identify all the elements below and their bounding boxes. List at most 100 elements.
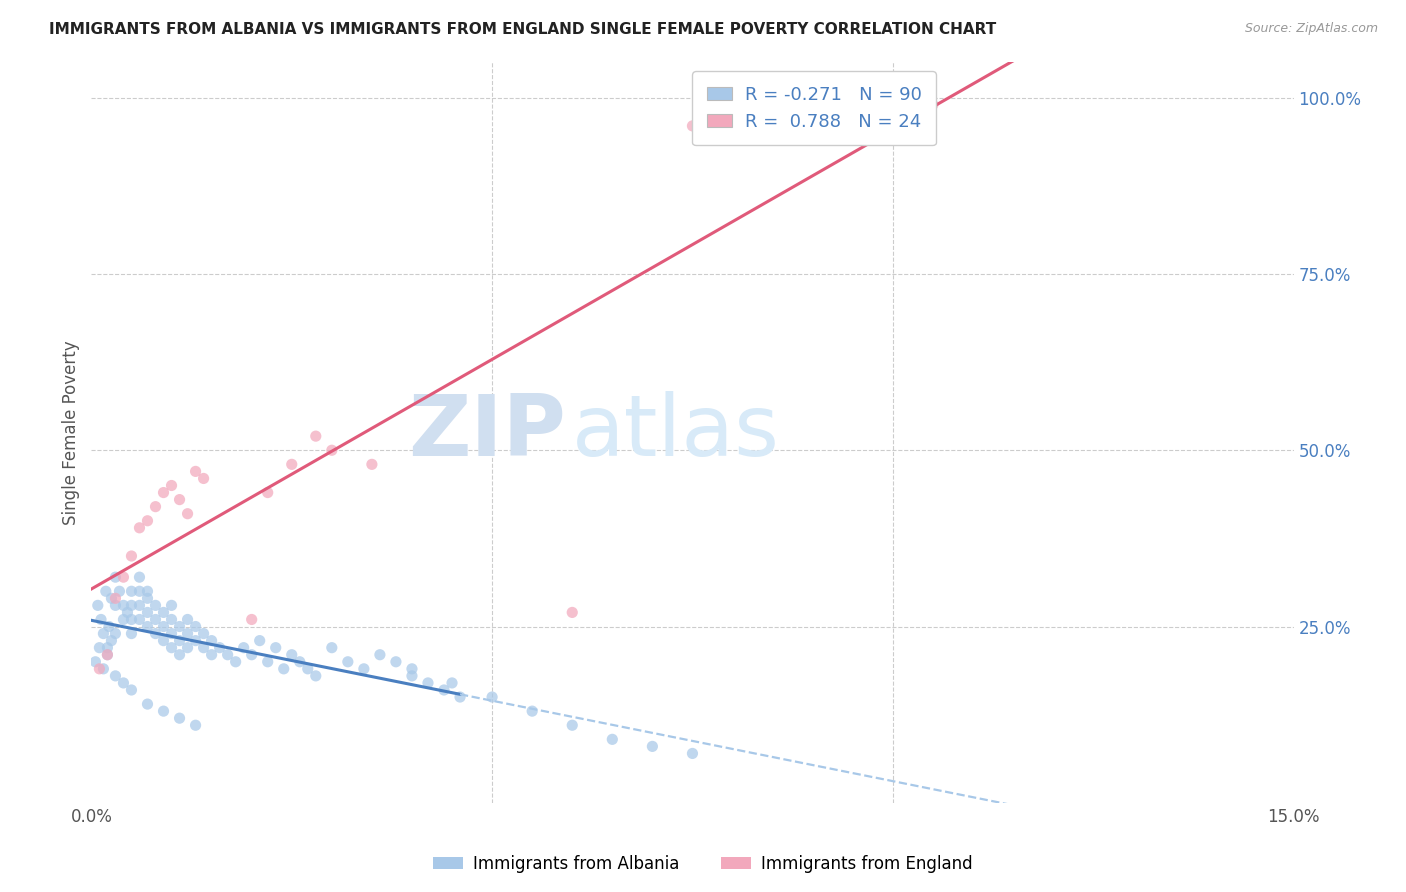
Point — [90, 612, 112, 626]
Point — [89, 640, 111, 655]
Point — [256, 655, 278, 669]
Point — [193, 471, 215, 485]
Point — [602, 732, 624, 747]
Point — [433, 683, 456, 698]
Point — [128, 584, 150, 599]
Point — [100, 633, 122, 648]
Point — [112, 570, 135, 584]
Point — [93, 626, 115, 640]
Point — [762, 97, 785, 112]
Point — [96, 648, 118, 662]
Point — [112, 599, 135, 613]
Point — [240, 648, 263, 662]
Point — [128, 612, 150, 626]
Point — [152, 619, 174, 633]
Point — [561, 718, 583, 732]
Point — [152, 485, 174, 500]
Point — [136, 697, 159, 711]
Point — [184, 633, 207, 648]
Point — [522, 704, 544, 718]
Point — [288, 655, 311, 669]
Point — [256, 485, 278, 500]
Point — [117, 606, 139, 620]
Point — [681, 119, 703, 133]
Point — [368, 648, 391, 662]
Text: Source: ZipAtlas.com: Source: ZipAtlas.com — [1244, 22, 1378, 36]
Point — [217, 648, 239, 662]
Point — [193, 626, 215, 640]
Point — [121, 612, 143, 626]
Point — [264, 640, 287, 655]
Point — [160, 640, 183, 655]
Point — [128, 570, 150, 584]
Point — [152, 633, 174, 648]
Point — [249, 633, 271, 648]
Point — [193, 640, 215, 655]
Point — [481, 690, 503, 704]
Point — [169, 619, 191, 633]
Point — [160, 478, 183, 492]
Point — [176, 507, 198, 521]
Point — [305, 429, 328, 443]
Point — [145, 626, 167, 640]
Point — [93, 662, 115, 676]
Legend: R = -0.271   N = 90, R =  0.788   N = 24: R = -0.271 N = 90, R = 0.788 N = 24 — [692, 71, 936, 145]
Point — [449, 690, 471, 704]
Point — [184, 619, 207, 633]
Point — [297, 662, 319, 676]
Point — [169, 711, 191, 725]
Point — [208, 640, 231, 655]
Y-axis label: Single Female Poverty: Single Female Poverty — [62, 341, 80, 524]
Point — [145, 612, 167, 626]
Point — [100, 591, 122, 606]
Point — [145, 500, 167, 514]
Point — [360, 458, 382, 472]
Point — [128, 521, 150, 535]
Point — [440, 676, 463, 690]
Point — [121, 683, 143, 698]
Point — [112, 612, 135, 626]
Point — [121, 599, 143, 613]
Point — [169, 492, 191, 507]
Point — [84, 655, 107, 669]
Text: ZIP: ZIP — [409, 391, 567, 475]
Point — [136, 591, 159, 606]
Point — [136, 619, 159, 633]
Point — [104, 599, 127, 613]
Point — [176, 640, 198, 655]
Point — [201, 648, 224, 662]
Point — [281, 458, 304, 472]
Point — [121, 584, 143, 599]
Point — [96, 648, 118, 662]
Point — [136, 584, 159, 599]
Point — [98, 619, 121, 633]
Point — [336, 655, 359, 669]
Point — [169, 648, 191, 662]
Point — [128, 599, 150, 613]
Point — [561, 606, 583, 620]
Point — [681, 747, 703, 761]
Point — [321, 640, 343, 655]
Point — [353, 662, 375, 676]
Point — [145, 599, 167, 613]
Text: IMMIGRANTS FROM ALBANIA VS IMMIGRANTS FROM ENGLAND SINGLE FEMALE POVERTY CORRELA: IMMIGRANTS FROM ALBANIA VS IMMIGRANTS FR… — [49, 22, 997, 37]
Point — [104, 626, 127, 640]
Point — [152, 606, 174, 620]
Point — [121, 549, 143, 563]
Point — [184, 464, 207, 478]
Point — [385, 655, 408, 669]
Point — [94, 584, 117, 599]
Point — [401, 662, 423, 676]
Point — [160, 599, 183, 613]
Point — [87, 599, 110, 613]
Point — [240, 612, 263, 626]
Point — [160, 612, 183, 626]
Text: atlas: atlas — [572, 391, 780, 475]
Point — [401, 669, 423, 683]
Point — [104, 570, 127, 584]
Point — [160, 626, 183, 640]
Legend: Immigrants from Albania, Immigrants from England: Immigrants from Albania, Immigrants from… — [426, 848, 980, 880]
Point — [108, 584, 131, 599]
Point — [152, 704, 174, 718]
Point — [176, 612, 198, 626]
